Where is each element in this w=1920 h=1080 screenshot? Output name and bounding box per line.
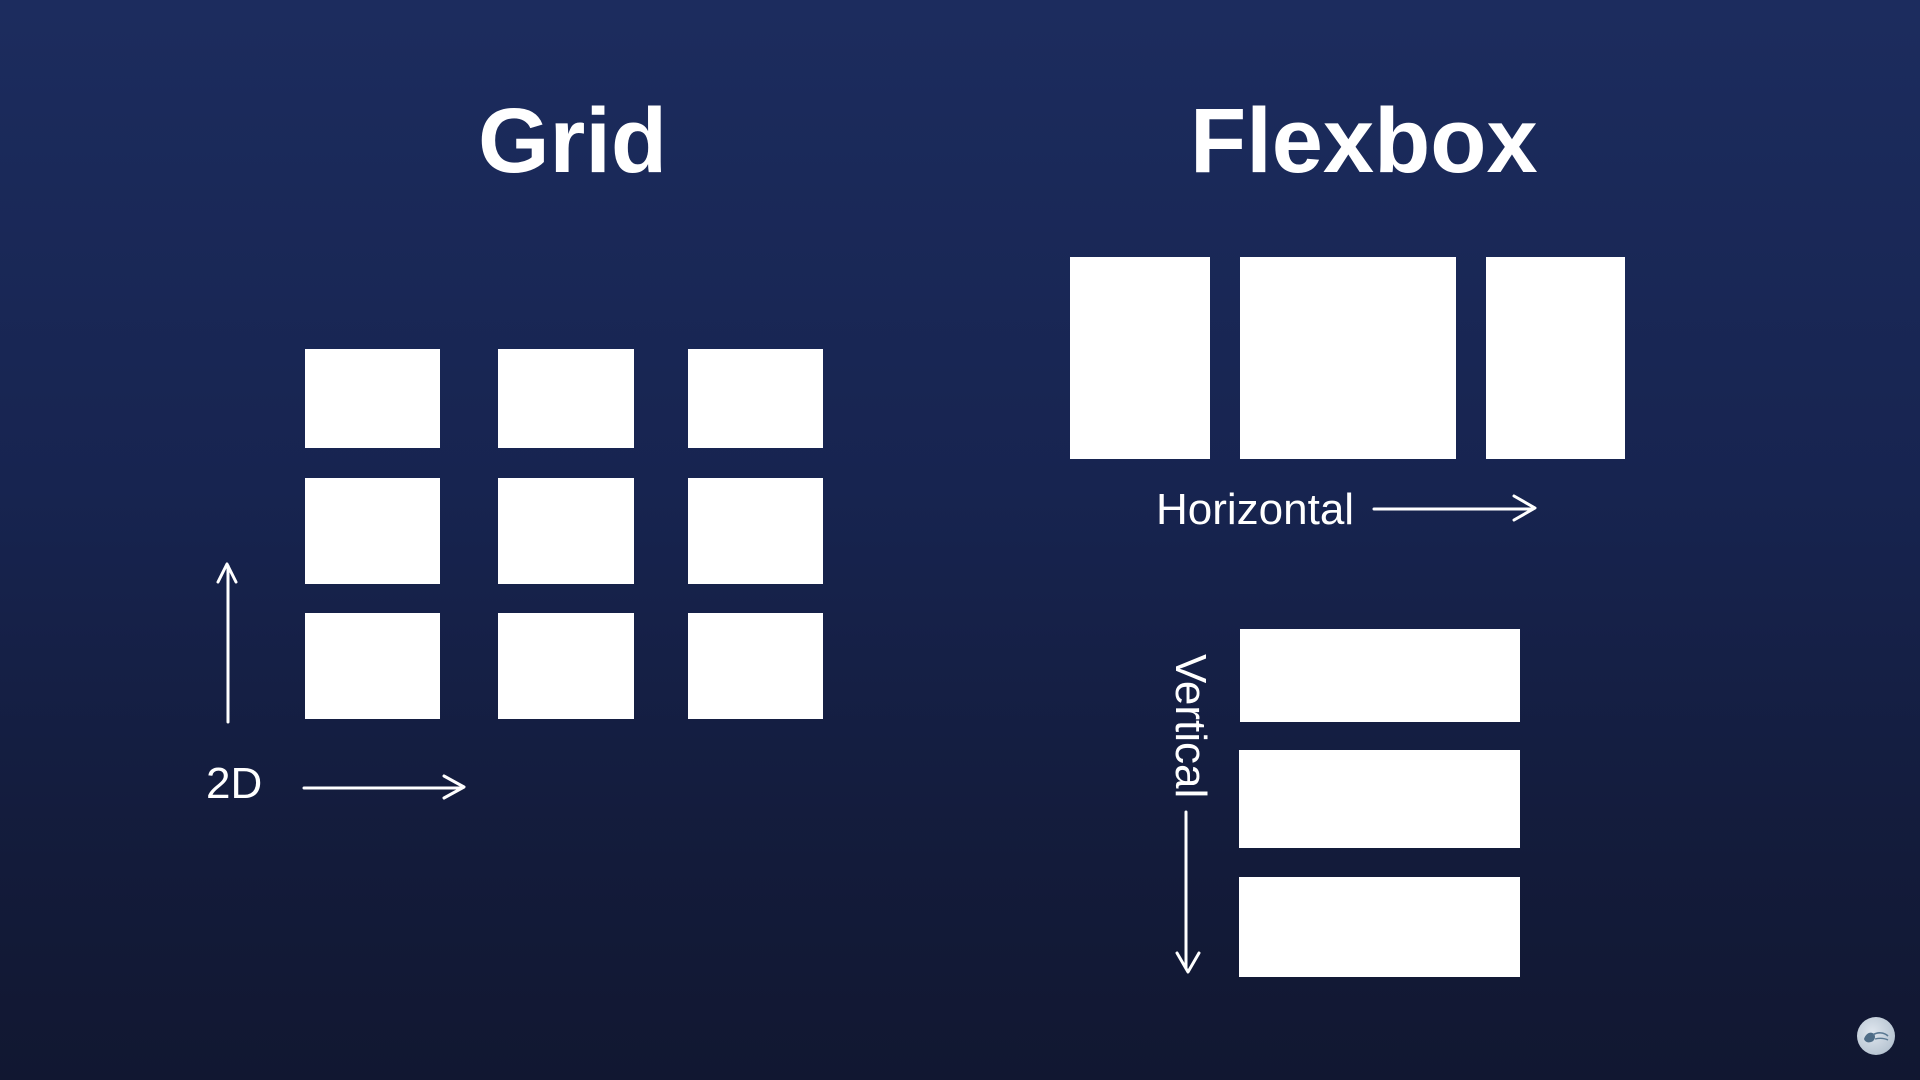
- grid-cell: [498, 613, 634, 719]
- flexbox-vertical-label: Vertical: [1166, 654, 1215, 799]
- flexbox-title: Flexbox: [1190, 90, 1538, 192]
- grid-cell: [688, 478, 823, 584]
- arrow-right-icon: [302, 774, 466, 800]
- arrow-up-icon: [216, 562, 238, 724]
- flex-item-horizontal: [1240, 257, 1456, 459]
- grid-cell: [305, 478, 440, 584]
- grid-2d-label: 2D: [206, 759, 263, 808]
- channel-logo-icon: [1857, 1017, 1895, 1055]
- flex-item-horizontal: [1486, 257, 1625, 459]
- flexbox-horizontal-label: Horizontal: [1156, 485, 1355, 534]
- grid-cell: [305, 349, 440, 448]
- flex-item-vertical: [1239, 877, 1520, 977]
- arrow-down-icon: [1175, 810, 1201, 974]
- grid-cell: [305, 613, 440, 719]
- grid-title: Grid: [478, 90, 668, 192]
- arrow-right-icon: [1372, 494, 1537, 522]
- flex-item-vertical: [1240, 629, 1520, 722]
- grid-cell: [498, 349, 634, 448]
- flex-item-vertical: [1239, 750, 1520, 848]
- flex-item-horizontal: [1070, 257, 1210, 459]
- grid-cell: [688, 349, 823, 448]
- grid-cell: [688, 613, 823, 719]
- grid-cell: [498, 478, 634, 584]
